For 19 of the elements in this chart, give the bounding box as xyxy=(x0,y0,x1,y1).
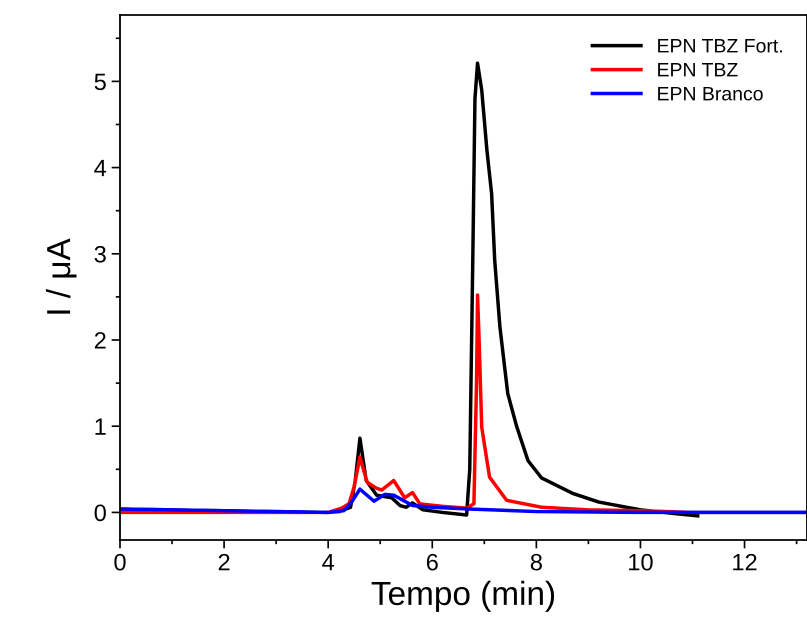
x-axis-title: Tempo (min) xyxy=(372,580,554,612)
y-tick-label: 3 xyxy=(94,246,106,263)
legend-label: EPN TBZ Fort. xyxy=(658,39,782,53)
y-tick-label: 4 xyxy=(94,160,106,176)
y-tick-label: 2 xyxy=(94,332,106,349)
x-tick-label: 4 xyxy=(322,554,334,570)
x-tick-label: 12 xyxy=(733,554,756,570)
legend-label: EPN Branco xyxy=(658,86,763,101)
y-tick-label: 1 xyxy=(95,418,106,435)
legend-label: EPN TBZ xyxy=(658,63,738,76)
x-tick-label: 2 xyxy=(218,554,230,570)
x-tick-label: 10 xyxy=(629,554,653,571)
line-series xyxy=(120,487,807,514)
x-tick-label: 8 xyxy=(530,554,542,571)
y-axis-title: I / μA xyxy=(46,238,76,314)
x-tick-label: 0 xyxy=(114,554,126,571)
x-tick-label: 6 xyxy=(426,554,438,571)
y-tick-label: 0 xyxy=(94,504,106,522)
y-tick-label: 5 xyxy=(94,74,106,90)
